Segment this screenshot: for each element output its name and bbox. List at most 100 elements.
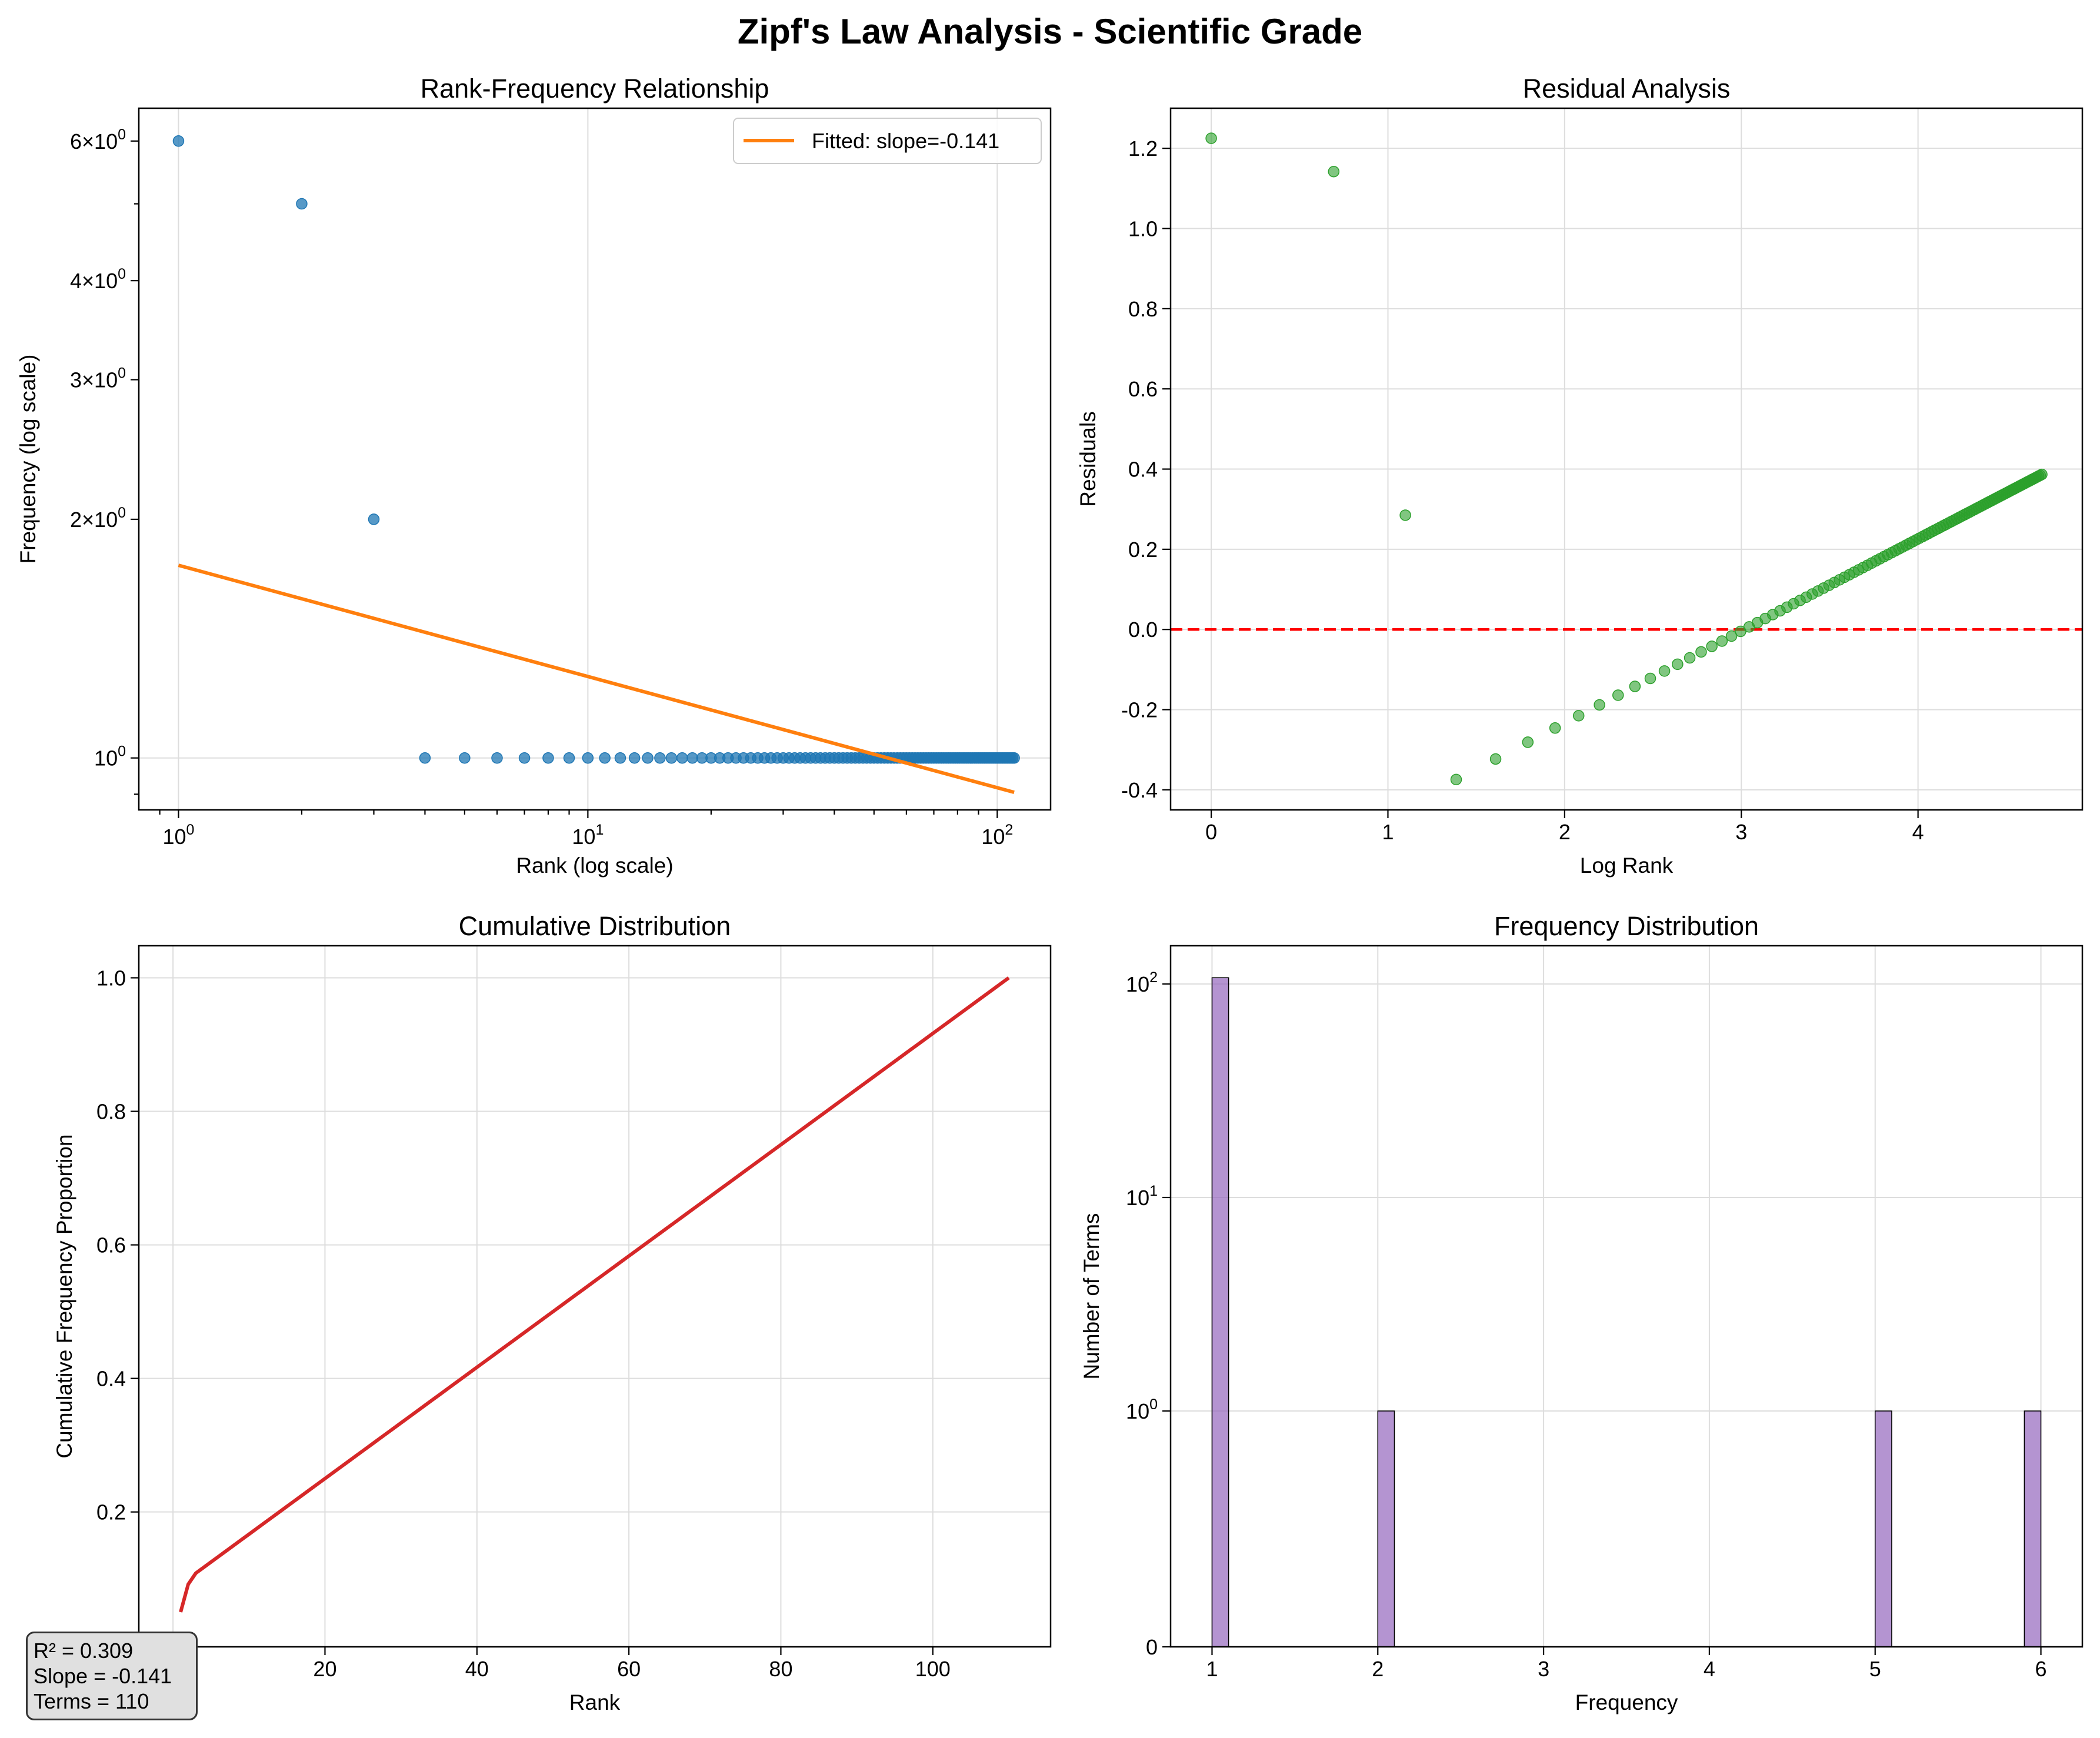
stats-terms: Terms = 110 [34, 1689, 149, 1713]
chart-1-ytick-0: -0.4 [1121, 778, 1158, 802]
chart-0-ylabel: Frequency (log scale) [16, 355, 40, 564]
chart-3-bar [1211, 977, 1229, 1647]
chart-0-xlabel: Rank (log scale) [516, 853, 673, 878]
chart-0-point [563, 752, 575, 764]
chart-0-point [676, 752, 688, 764]
chart-2-ytick-3: 0.8 [96, 1100, 126, 1124]
chart-3-xtick-5: 6 [2035, 1657, 2047, 1681]
chart-2-xtick-1: 40 [465, 1657, 489, 1681]
chart-1-point [2036, 468, 2048, 481]
chart-0-point [296, 198, 308, 210]
chart-1-ytick-3: 0.2 [1128, 538, 1158, 562]
chart-1-ytick-6: 0.8 [1128, 297, 1158, 321]
chart-0-point [419, 752, 431, 764]
chart-2-xlabel: Rank [569, 1690, 621, 1714]
chart-0-fit-line [178, 563, 1015, 795]
chart-0-point [542, 752, 554, 764]
chart-1-point [1684, 652, 1696, 664]
chart-1-point [1612, 689, 1624, 701]
chart-3-title: Frequency Distribution [1494, 911, 1759, 941]
chart-3-bar [2024, 1410, 2042, 1647]
chart-2-ytick-4: 1.0 [96, 966, 126, 990]
chart-0-point [518, 752, 531, 764]
chart-1-ylabel: Residuals [1076, 411, 1100, 506]
chart-1-ytick-4: 0.4 [1128, 458, 1158, 482]
stats-box: R² = 0.309 Slope = -0.141 Terms = 110 [26, 1632, 198, 1720]
chart-3-xtick-4: 5 [1869, 1657, 1881, 1681]
chart-0-point [628, 752, 641, 764]
chart-1-ytick-1: -0.2 [1121, 698, 1158, 722]
chart-1-point [1328, 165, 1340, 178]
chart-1-xtick-0: 0 [1205, 820, 1217, 844]
chart-2-ylabel: Cumulative Frequency Proportion [52, 1134, 76, 1458]
chart-3-xtick-3: 4 [1704, 1657, 1715, 1681]
chart-0-point [599, 752, 611, 764]
chart-1-point [1695, 646, 1707, 658]
chart-3-xlabel: Frequency [1575, 1690, 1678, 1714]
chart-2-ytick-2: 0.6 [96, 1233, 126, 1257]
chart-2-ytick-1: 0.4 [96, 1367, 126, 1391]
chart-2-xtick-3: 80 [769, 1657, 792, 1681]
chart-0-ytick-4: 6×100 [70, 126, 126, 154]
chart-3-ylabel: Number of Terms [1079, 1213, 1104, 1379]
chart-1-point [1549, 722, 1561, 734]
chart-1-point [1572, 710, 1585, 722]
frequency-distribution-chart: Frequency Distribution Frequency Number of… [1079, 911, 2084, 1714]
chart-0-point [491, 752, 503, 764]
chart-1-point [1706, 641, 1718, 652]
chart-0-point [172, 135, 185, 147]
chart-1-points [1205, 132, 2048, 786]
chart-0-xtick-0: 100 [162, 822, 194, 849]
chart-1-xtick-2: 2 [1559, 820, 1571, 844]
chart-0-point [654, 752, 666, 764]
chart-1-point [1489, 753, 1502, 765]
chart-0-point [368, 513, 380, 525]
chart-3-xtick-2: 3 [1538, 1657, 1549, 1681]
chart-0-points [172, 135, 1020, 764]
chart-2-title: Cumulative Distribution [459, 911, 731, 941]
chart-3-xtick-0: 1 [1206, 1657, 1218, 1681]
chart-1-xtick-3: 3 [1735, 820, 1747, 844]
chart-0-title: Rank-Frequency Relationship [421, 74, 769, 104]
chart-1-point [1644, 672, 1656, 685]
chart-0-point [582, 752, 594, 764]
chart-3-ytick-3: 102 [1126, 969, 1158, 996]
chart-1-title: Residual Analysis [1523, 74, 1731, 104]
chart-0-ytick-3: 4×100 [70, 266, 126, 293]
chart-0-point [642, 752, 654, 764]
rank-frequency-chart: Rank-Frequency Relationship Rank (log sca… [16, 74, 1052, 878]
chart-0-ytick-1: 2×100 [70, 505, 126, 532]
residual-analysis-chart: Residual Analysis Log Rank Residuals 0 1 2 3 4 -… [1076, 74, 2084, 878]
chart-1-xlabel: Log Rank [1580, 853, 1674, 878]
chart-1-ytick-5: 0.6 [1128, 377, 1158, 401]
chart-1-point [1205, 132, 1217, 144]
chart-2-ytick-0: 0.2 [96, 1500, 126, 1524]
chart-3-bar [1377, 1410, 1395, 1647]
chart-1-point [1672, 658, 1684, 670]
chart-1-point [1629, 680, 1641, 692]
chart-2-xtick-4: 100 [915, 1657, 951, 1681]
chart-0-legend: Fitted: slope=-0.141 [733, 118, 1042, 164]
chart-3-xtick-1: 2 [1372, 1657, 1384, 1681]
chart-1-xtick-1: 1 [1382, 820, 1394, 844]
stats-slope: Slope = -0.141 [34, 1664, 172, 1688]
figure-title: Zipf's Law Analysis - Scientific Grade [738, 12, 1362, 51]
chart-1-point [1594, 699, 1605, 711]
chart-1-point [1399, 509, 1411, 521]
chart-0-point [614, 752, 626, 764]
chart-1-point [1716, 635, 1728, 647]
chart-2-xtick-2: 60 [617, 1657, 641, 1681]
chart-3-bar [1874, 1410, 1892, 1647]
chart-0-legend-label: Fitted: slope=-0.141 [812, 129, 999, 153]
chart-0-ytick-2: 3×100 [70, 365, 126, 392]
chart-3-ytick-2: 101 [1126, 1183, 1158, 1210]
chart-0-point [665, 752, 678, 764]
chart-1-ytick-7: 1.0 [1128, 217, 1158, 241]
chart-1-point [1450, 773, 1462, 786]
chart-1-ytick-2: 0.0 [1128, 618, 1158, 642]
chart-1-point [1658, 665, 1671, 677]
chart-3-ytick-1: 100 [1126, 1396, 1158, 1423]
chart-3-ytick-0: 0 [1146, 1635, 1158, 1659]
chart-2-xtick-0: 20 [313, 1657, 336, 1681]
